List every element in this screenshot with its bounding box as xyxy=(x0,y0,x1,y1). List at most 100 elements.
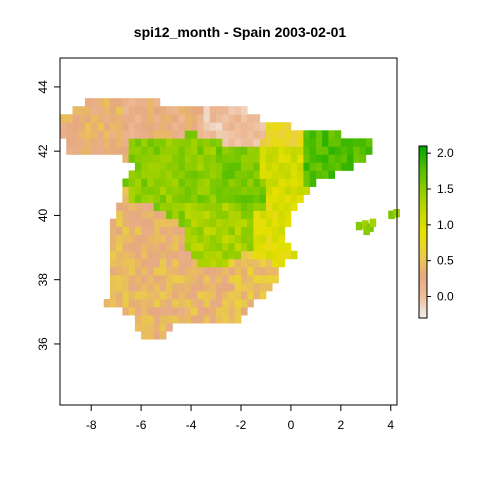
raster-cell xyxy=(109,250,117,260)
raster-cell xyxy=(159,226,167,236)
raster-cell xyxy=(191,106,198,115)
raster-cell xyxy=(240,170,248,179)
raster-cell xyxy=(216,106,223,115)
raster-cell xyxy=(228,290,236,300)
raster-cell xyxy=(203,186,211,195)
raster-cell xyxy=(134,122,142,131)
raster-cell xyxy=(153,106,161,115)
raster-cell xyxy=(109,130,117,139)
raster-cell xyxy=(153,194,161,203)
raster-cell xyxy=(97,98,105,107)
raster-cell xyxy=(234,234,242,244)
raster-cell xyxy=(197,242,204,252)
raster-cell xyxy=(290,250,298,260)
raster-cell xyxy=(265,138,273,147)
raster-cell xyxy=(322,146,329,155)
legend-swatch xyxy=(419,300,427,304)
raster-cell xyxy=(122,266,130,276)
raster-cell xyxy=(141,98,148,107)
raster-cell xyxy=(228,226,236,236)
raster-cell xyxy=(309,178,317,187)
raster-cell xyxy=(166,258,173,268)
raster-cell xyxy=(153,154,161,163)
raster-cell xyxy=(134,202,142,212)
raster-cell xyxy=(191,258,198,268)
raster-cell xyxy=(147,162,155,171)
raster-cell xyxy=(141,226,148,236)
raster-cell xyxy=(122,114,130,123)
raster-cell xyxy=(272,210,279,220)
raster-cell xyxy=(109,106,117,115)
raster-cell xyxy=(141,146,148,155)
raster-cell xyxy=(367,223,374,232)
raster-cell xyxy=(166,106,173,115)
raster-cell xyxy=(228,194,236,203)
raster-cell xyxy=(153,178,161,187)
raster-cell xyxy=(216,202,223,212)
y-tick-label: 40 xyxy=(36,208,50,222)
raster-cell xyxy=(228,114,236,123)
legend-swatch xyxy=(419,180,427,184)
raster-cell xyxy=(222,202,229,212)
raster-cell xyxy=(109,274,117,284)
raster-cell xyxy=(240,274,248,284)
raster-cell xyxy=(290,154,298,163)
raster-cell xyxy=(240,186,248,195)
raster-cell xyxy=(247,186,254,195)
raster-cell xyxy=(334,146,342,155)
raster-cell xyxy=(134,218,142,228)
raster-cell xyxy=(134,98,142,107)
raster-cell xyxy=(209,210,217,220)
raster-cell xyxy=(247,114,254,123)
raster-cell xyxy=(184,250,192,260)
raster-cell xyxy=(141,194,148,203)
legend-swatch xyxy=(419,223,427,227)
raster-cell xyxy=(166,298,173,308)
raster-cell xyxy=(228,218,236,228)
raster-cell xyxy=(216,114,223,123)
raster-cell xyxy=(253,242,261,252)
raster-cell xyxy=(209,122,217,131)
y-tick-label: 36 xyxy=(36,337,50,351)
raster-cell xyxy=(116,258,123,268)
raster-cell xyxy=(166,315,173,324)
raster-cell xyxy=(147,331,155,340)
legend-swatch xyxy=(419,176,427,179)
raster-cell xyxy=(178,146,186,155)
raster-cell xyxy=(172,162,179,171)
raster-cell xyxy=(72,122,80,131)
raster-cell xyxy=(116,106,123,115)
raster-cell xyxy=(234,122,242,131)
raster-cell xyxy=(284,178,292,187)
raster-cell xyxy=(253,234,261,244)
raster-cell xyxy=(247,154,254,163)
raster-cell xyxy=(303,146,311,155)
raster-cell xyxy=(116,298,123,308)
raster-cell xyxy=(147,323,155,332)
raster-cell xyxy=(272,170,279,179)
x-tick-label: -6 xyxy=(136,418,147,432)
raster-cell xyxy=(159,250,167,260)
raster-cell xyxy=(253,162,261,171)
raster-cell xyxy=(60,122,67,131)
raster-cell xyxy=(122,138,130,147)
legend-swatch xyxy=(419,275,427,278)
raster-cell xyxy=(197,178,204,187)
raster-cell xyxy=(359,138,367,147)
raster-cell xyxy=(166,250,173,260)
chart-title: spi12_month - Spain 2003-02-01 xyxy=(134,24,347,40)
raster-cell xyxy=(253,122,261,131)
raster-cell xyxy=(184,290,192,300)
raster-cell xyxy=(159,194,167,203)
raster-cell xyxy=(91,106,98,115)
legend-swatch xyxy=(419,240,427,244)
raster-cell xyxy=(91,98,98,107)
raster-cell xyxy=(209,146,217,155)
raster-cell xyxy=(290,186,298,195)
raster-cell xyxy=(197,307,204,316)
raster-cell xyxy=(141,154,148,163)
raster-cell xyxy=(184,186,192,195)
raster-cell xyxy=(191,170,198,179)
raster-cell xyxy=(159,146,167,155)
raster-cell xyxy=(228,130,236,139)
